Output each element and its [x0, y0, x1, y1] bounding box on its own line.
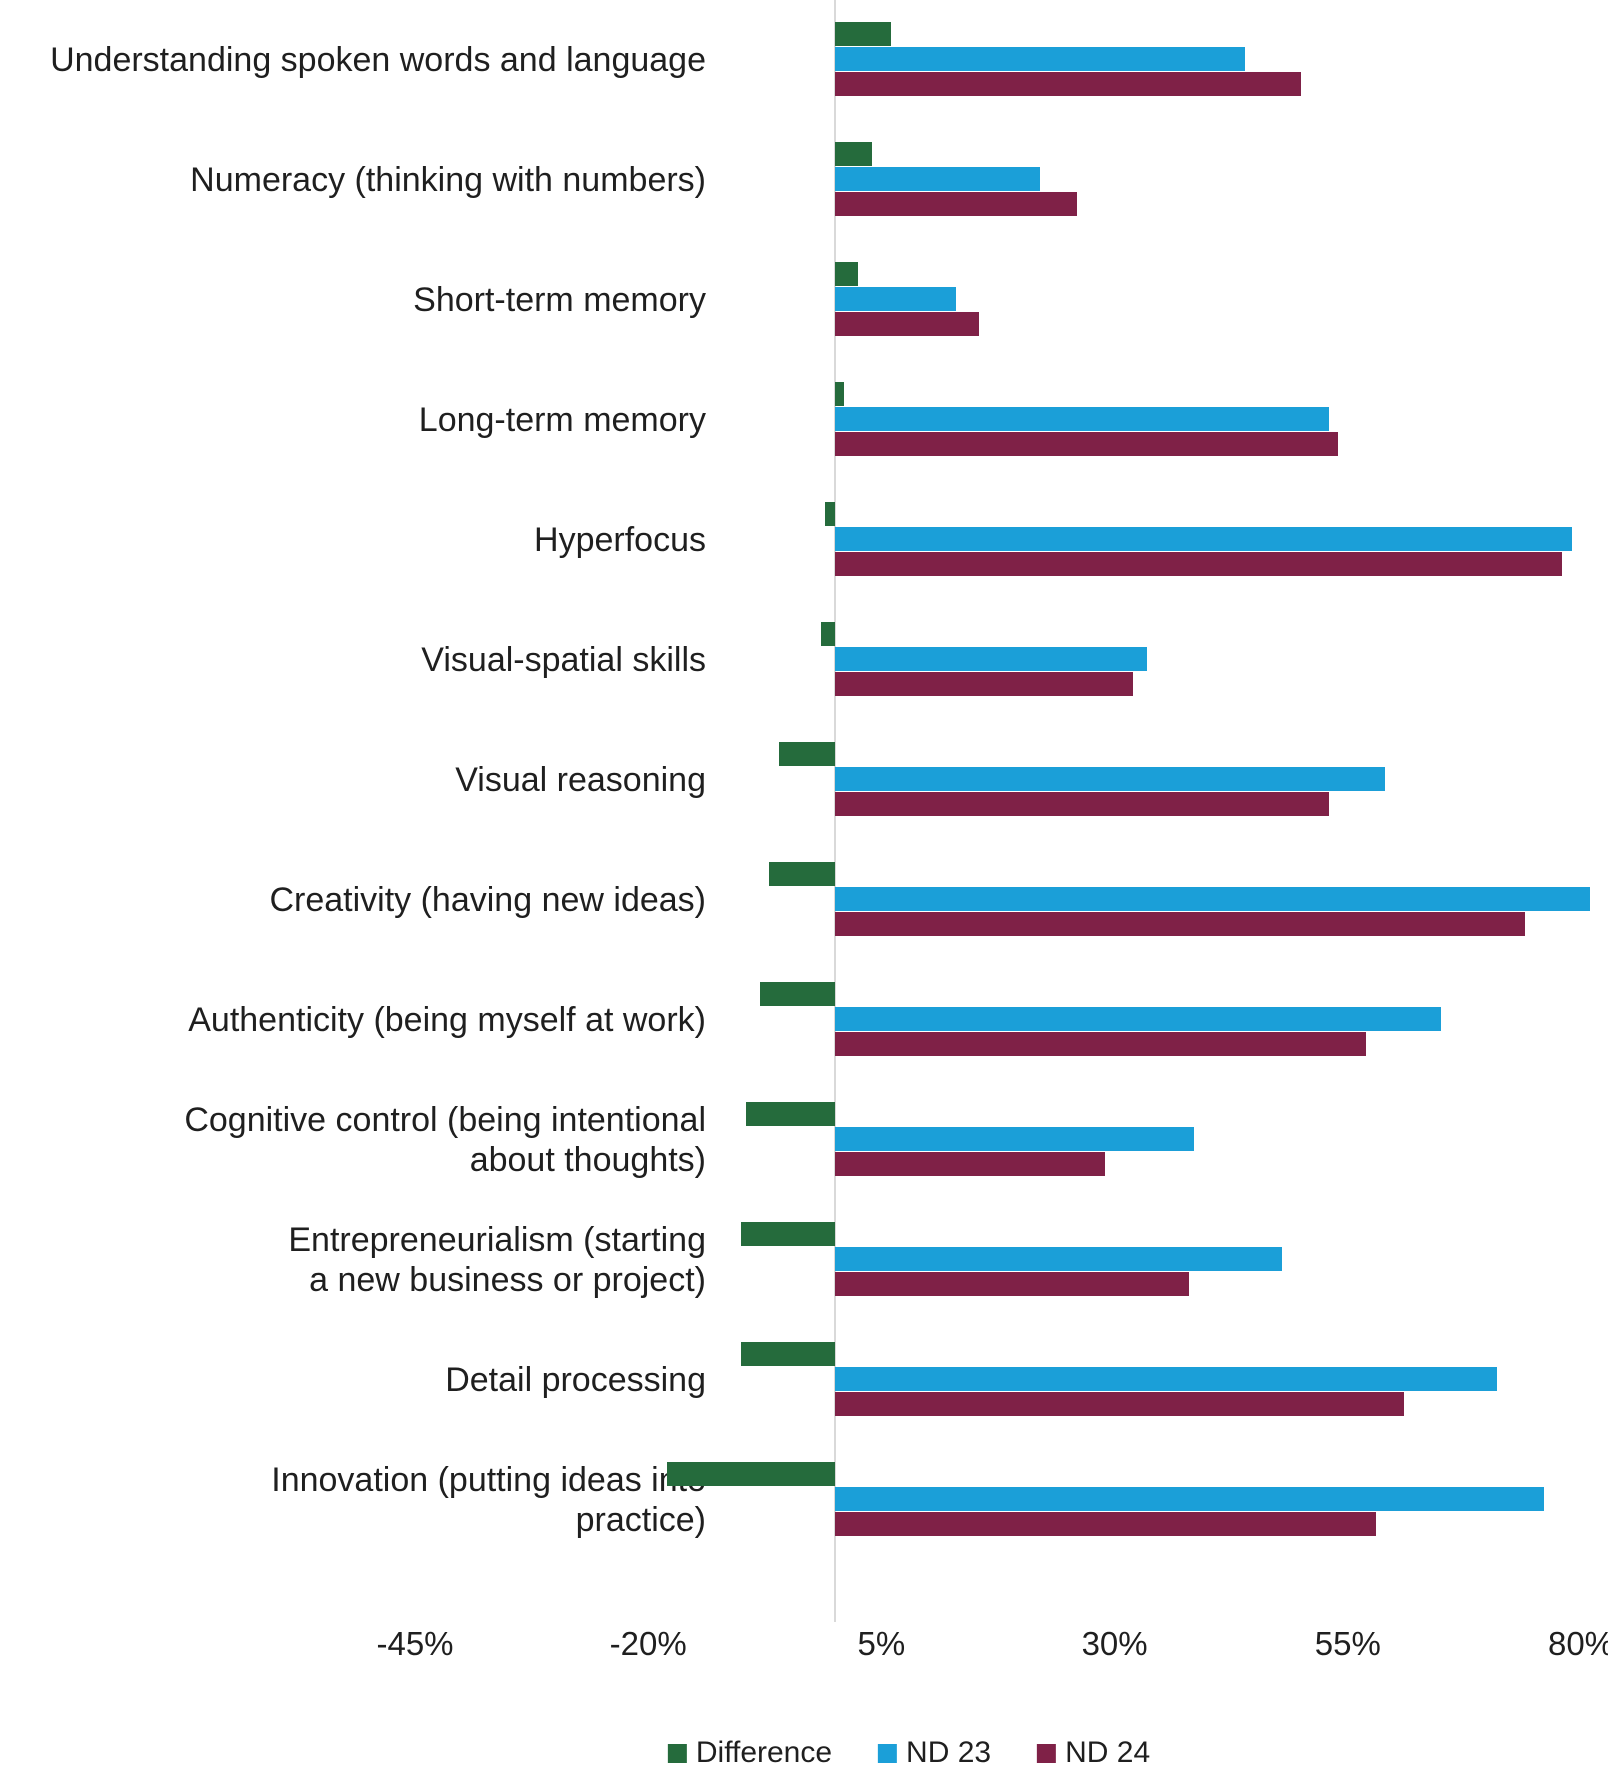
chart-row: Visual reasoning	[0, 720, 1608, 840]
bar-difference	[741, 1342, 835, 1366]
x-axis: -45% -20% 5% 30% 55% 80%	[0, 1625, 1608, 1669]
bar-nd-23	[834, 527, 1572, 551]
x-tick-label: 30%	[1081, 1625, 1148, 1662]
bar-nd-24	[834, 792, 1330, 816]
bar-nd-24	[834, 1032, 1367, 1056]
category-label: Creativity (having new ideas)	[269, 880, 706, 919]
x-tick-label: -45%	[376, 1625, 454, 1662]
bar-difference	[760, 982, 835, 1006]
x-tick-label: -20%	[609, 1625, 687, 1662]
category-label: Visual-spatial skills	[421, 640, 706, 679]
category-label: Numeracy (thinking with numbers)	[190, 160, 706, 199]
legend-item-difference: Difference	[667, 1736, 833, 1770]
chart-row: Visual-spatial skills	[0, 600, 1608, 720]
bar-nd-23	[834, 1007, 1442, 1031]
bar-nd-23	[834, 1367, 1498, 1391]
legend-item-nd-23: ND 23	[878, 1736, 991, 1770]
bar-difference	[834, 382, 845, 406]
bar-nd-23	[834, 407, 1330, 431]
legend-swatch-nd-23	[878, 1743, 898, 1763]
legend: Difference ND 23 ND 24	[667, 1736, 1150, 1770]
bar-nd-24	[834, 72, 1302, 96]
category-label: Hyperfocus	[534, 520, 706, 559]
chart-row: Creativity (having new ideas)	[0, 840, 1608, 960]
bar-nd-23	[834, 1487, 1544, 1511]
bar-difference	[834, 142, 873, 166]
x-tick-label: 5%	[857, 1625, 906, 1662]
bar-nd-24	[834, 1512, 1376, 1536]
chart-row: Detail processing	[0, 1320, 1608, 1440]
plot-area: Understanding spoken words and language N…	[0, 0, 1608, 1560]
bar-nd-24	[834, 552, 1563, 576]
legend-label: ND 23	[906, 1736, 992, 1769]
bar-nd-23	[834, 1247, 1283, 1271]
legend-label: Difference	[695, 1736, 833, 1769]
bar-difference	[834, 262, 859, 286]
chart-row: Innovation (putting ideas into practice)	[0, 1440, 1608, 1560]
bar-nd-23	[834, 47, 1246, 71]
chart-row: Entrepreneurialism (starting a new busin…	[0, 1200, 1608, 1320]
bar-nd-24	[834, 312, 980, 336]
bar-difference	[778, 742, 835, 766]
bar-difference	[820, 622, 835, 646]
chart-row: Hyperfocus	[0, 480, 1608, 600]
bar-difference	[769, 862, 835, 886]
bar-difference	[666, 1462, 835, 1486]
category-label: Entrepreneurialism (starting a new busin…	[288, 1220, 706, 1299]
bar-nd-24	[834, 1272, 1190, 1296]
bar-nd-23	[834, 887, 1591, 911]
category-label: Detail processing	[445, 1360, 706, 1399]
chart-row: Cognitive control (being intentional abo…	[0, 1080, 1608, 1200]
bar-nd-24	[834, 912, 1526, 936]
bar-nd-24	[834, 432, 1339, 456]
chart-row: Long-term memory	[0, 360, 1608, 480]
category-label: Innovation (putting ideas into practice)	[271, 1460, 706, 1539]
bar-nd-24	[834, 672, 1134, 696]
bar-nd-23	[834, 647, 1148, 671]
chart-row: Numeracy (thinking with numbers)	[0, 120, 1608, 240]
bar-difference	[746, 1102, 835, 1126]
legend-swatch-difference	[667, 1743, 687, 1763]
category-label: Authenticity (being myself at work)	[188, 1000, 706, 1039]
bar-nd-23	[834, 287, 956, 311]
x-tick-label: 80%	[1547, 1625, 1608, 1662]
category-label: Short-term memory	[413, 280, 706, 319]
bar-nd-23	[834, 167, 1040, 191]
x-tick-label: 55%	[1314, 1625, 1381, 1662]
chart-row: Short-term memory	[0, 240, 1608, 360]
legend-label: ND 24	[1065, 1736, 1151, 1769]
bar-nd-23	[834, 1127, 1194, 1151]
category-label: Understanding spoken words and language	[50, 40, 706, 79]
bar-nd-24	[834, 1152, 1106, 1176]
bar-difference	[825, 502, 835, 526]
category-label: Cognitive control (being intentional abo…	[184, 1100, 706, 1179]
bar-nd-24	[834, 192, 1078, 216]
bar-difference	[741, 1222, 835, 1246]
bar-difference	[834, 22, 891, 46]
bar-nd-23	[834, 767, 1386, 791]
chart-row: Authenticity (being myself at work)	[0, 960, 1608, 1080]
category-label: Visual reasoning	[455, 760, 706, 799]
legend-item-nd-24: ND 24	[1037, 1736, 1150, 1770]
bar-nd-24	[834, 1392, 1404, 1416]
category-label: Long-term memory	[418, 400, 706, 439]
legend-swatch-nd-24	[1037, 1743, 1057, 1763]
chart-row: Understanding spoken words and language	[0, 0, 1608, 120]
